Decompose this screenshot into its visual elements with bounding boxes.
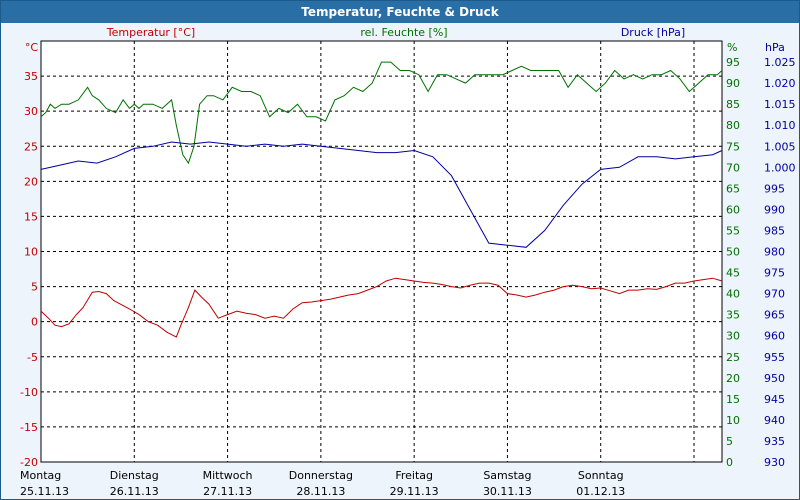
humidity-axis-title: rel. Feuchte [%]: [360, 26, 447, 39]
temperature-tick-label: 30: [24, 105, 38, 118]
humidity-unit-label: %: [727, 41, 737, 54]
pressure-tick-label: 1.000: [764, 161, 796, 174]
humidity-tick-label: 10: [726, 414, 740, 427]
temperature-line: [40, 277, 723, 338]
temperature-tick-label: 15: [24, 210, 38, 223]
humidity-tick-label: 30: [726, 330, 740, 343]
humidity-tick-label: 20: [726, 372, 740, 385]
humidity-tick-label: 40: [726, 288, 740, 301]
temperature-tick-label: 20: [24, 175, 38, 188]
x-day-date: 26.11.13: [110, 485, 159, 498]
pressure-tick-label: 985: [764, 224, 785, 237]
pressure-unit-label: hPa: [765, 41, 785, 54]
x-day-date: 30.11.13: [483, 485, 532, 498]
humidity-tick-label: 45: [726, 267, 740, 280]
temperature-tick-label: -20: [20, 456, 38, 469]
pressure-tick-label: 945: [764, 393, 785, 406]
humidity-tick-label: 35: [726, 309, 740, 322]
pressure-tick-label: 950: [764, 372, 785, 385]
pressure-tick-label: 970: [764, 288, 785, 301]
pressure-axis-title: Druck [hPa]: [621, 26, 685, 39]
pressure-tick-label: 990: [764, 203, 785, 216]
humidity-tick-label: 55: [726, 224, 740, 237]
grid-lines: [41, 41, 722, 462]
temperature-tick-label: 35: [24, 70, 38, 83]
pressure-tick-label: 975: [764, 267, 785, 280]
x-day-date: 01.12.13: [576, 485, 625, 498]
x-day-name: Sonntag: [578, 469, 624, 482]
pressure-tick-label: 940: [764, 414, 785, 427]
humidity-tick-label: 60: [726, 203, 740, 216]
temperature-tick-label: -5: [27, 351, 38, 364]
plot-area: [40, 40, 723, 463]
pressure-tick-label: 930: [764, 456, 785, 469]
x-day-name: Samstag: [483, 469, 531, 482]
pressure-tick-label: 1.020: [764, 77, 796, 90]
pressure-tick-label: 935: [764, 435, 785, 448]
chart-title: Temperatur, Feuchte & Druck: [1, 1, 799, 23]
temperature-axis-title: Temperatur [°C]: [106, 26, 195, 39]
humidity-tick-label: 70: [726, 161, 740, 174]
humidity-tick-label: 65: [726, 182, 740, 195]
pressure-tick-label: 980: [764, 246, 785, 259]
humidity-tick-label: 15: [726, 393, 740, 406]
x-day-name: Montag: [20, 469, 61, 482]
humidity-tick-label: 95: [726, 56, 740, 69]
temperature-tick-label: 25: [24, 140, 38, 153]
humidity-tick-label: 5: [726, 435, 733, 448]
humidity-tick-label: 0: [726, 456, 733, 469]
pressure-tick-label: 995: [764, 182, 785, 195]
x-day-name: Donnerstag: [289, 469, 353, 482]
humidity-tick-label: 85: [726, 98, 740, 111]
humidity-tick-label: 90: [726, 77, 740, 90]
humidity-tick-label: 25: [726, 351, 740, 364]
pressure-tick-label: 960: [764, 330, 785, 343]
x-day-date: 29.11.13: [390, 485, 439, 498]
pressure-tick-label: 1.010: [764, 119, 796, 132]
x-day-name: Freitag: [395, 469, 433, 482]
x-day-date: 27.11.13: [203, 485, 252, 498]
x-day-name: Dienstag: [110, 469, 159, 482]
pressure-tick-label: 965: [764, 309, 785, 322]
humidity-line: [40, 61, 723, 165]
temperature-tick-label: 0: [31, 316, 38, 329]
x-day-date: 28.11.13: [296, 485, 345, 498]
temperature-tick-label: -15: [20, 421, 38, 434]
temperature-tick-label: 10: [24, 246, 38, 259]
pressure-tick-label: 1.015: [764, 98, 796, 111]
pressure-tick-label: 1.025: [764, 56, 796, 69]
x-axis-labels: Montag 25.11.13 Dienstag 26.11.13 Mittwoch 27…: [20, 469, 625, 498]
x-day-date: 25.11.13: [20, 485, 69, 498]
data-series: [40, 61, 723, 338]
pressure-tick-label: 1.005: [764, 140, 796, 153]
humidity-tick-label: 50: [726, 246, 740, 259]
x-day-name: Mittwoch: [203, 469, 253, 482]
humidity-tick-label: 75: [726, 140, 740, 153]
temperature-tick-label: -10: [20, 386, 38, 399]
temperature-unit-label: °C: [25, 41, 39, 54]
humidity-tick-label: 80: [726, 119, 740, 132]
pressure-tick-label: 955: [764, 351, 785, 364]
temperature-tick-label: 5: [31, 281, 38, 294]
pressure-line: [40, 141, 723, 248]
